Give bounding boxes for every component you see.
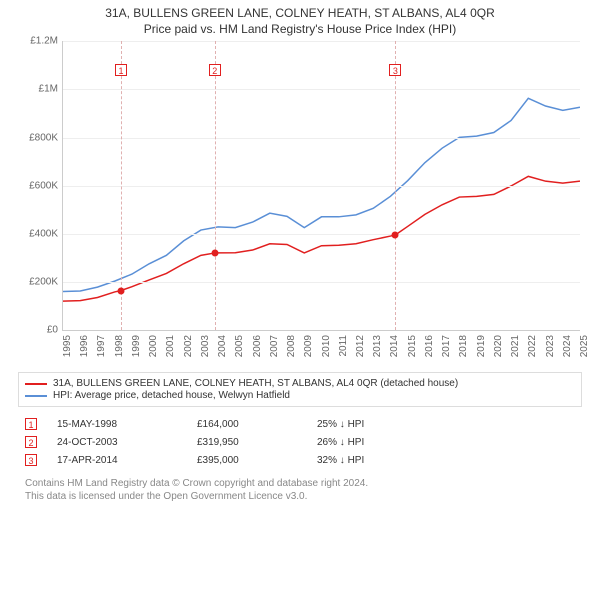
x-tick-label: 2005 bbox=[234, 335, 245, 357]
title-line-1: 31A, BULLENS GREEN LANE, COLNEY HEATH, S… bbox=[10, 6, 590, 22]
sale-marker-box: 2 bbox=[209, 64, 221, 76]
sales-row: 2 24-OCT-2003£319,95026% ↓ HPI bbox=[25, 433, 575, 451]
title-line-2: Price paid vs. HM Land Registry's House … bbox=[10, 22, 590, 38]
x-tick-label: 2004 bbox=[217, 335, 228, 357]
sales-date: 24-OCT-2003 bbox=[57, 437, 197, 448]
legend-label: 31A, BULLENS GREEN LANE, COLNEY HEATH, S… bbox=[53, 378, 458, 389]
sales-marker: 1 bbox=[25, 418, 37, 430]
chart-container: 31A, BULLENS GREEN LANE, COLNEY HEATH, S… bbox=[0, 0, 600, 513]
x-tick-label: 2002 bbox=[183, 335, 194, 357]
x-axis: 1995 1996 1997 1998 1999 2000 2001 2002 2003 2004… bbox=[62, 331, 580, 366]
legend-swatch bbox=[25, 395, 47, 397]
chart-title: 31A, BULLENS GREEN LANE, COLNEY HEATH, S… bbox=[10, 6, 590, 37]
x-tick-label: 2003 bbox=[200, 335, 211, 357]
y-tick-label: £800K bbox=[29, 132, 58, 143]
sale-dot bbox=[392, 232, 399, 239]
sales-price: £319,950 bbox=[197, 437, 317, 448]
x-tick-label: 2022 bbox=[527, 335, 538, 357]
x-tick-label: 2023 bbox=[545, 335, 556, 357]
x-tick-label: 2012 bbox=[355, 335, 366, 357]
y-axis: £0£200K£400K£600K£800K£1M£1.2M bbox=[20, 41, 62, 331]
x-tick-label: 2009 bbox=[303, 335, 314, 357]
y-tick-label: £200K bbox=[29, 277, 58, 288]
y-tick-label: £600K bbox=[29, 180, 58, 191]
x-tick-label: 2011 bbox=[338, 335, 349, 357]
x-tick-label: 2014 bbox=[389, 335, 400, 357]
gridline bbox=[63, 186, 580, 187]
footer-line-1: Contains HM Land Registry data © Crown c… bbox=[25, 477, 575, 490]
sales-price: £395,000 bbox=[197, 455, 317, 466]
series-hpi bbox=[63, 99, 580, 292]
sale-marker-box: 1 bbox=[115, 64, 127, 76]
x-tick-label: 2019 bbox=[476, 335, 487, 357]
sale-marker-box: 3 bbox=[389, 64, 401, 76]
x-tick-label: 2017 bbox=[441, 335, 452, 357]
x-tick-label: 2020 bbox=[493, 335, 504, 357]
x-tick-label: 2015 bbox=[407, 335, 418, 357]
x-tick-label: 2016 bbox=[424, 335, 435, 357]
x-tick-label: 1996 bbox=[79, 335, 90, 357]
x-tick-label: 2000 bbox=[148, 335, 159, 357]
y-tick-label: £400K bbox=[29, 228, 58, 239]
gridline bbox=[63, 138, 580, 139]
plot-body: 1 2 3 bbox=[62, 41, 580, 331]
sales-marker: 3 bbox=[25, 454, 37, 466]
y-tick-label: £0 bbox=[47, 325, 58, 336]
x-tick-label: 2024 bbox=[562, 335, 573, 357]
legend-row: HPI: Average price, detached house, Welw… bbox=[25, 390, 575, 401]
sales-hpi: 32% ↓ HPI bbox=[317, 455, 437, 466]
sales-row: 1 15-MAY-1998£164,00025% ↓ HPI bbox=[25, 415, 575, 433]
x-tick-label: 2008 bbox=[286, 335, 297, 357]
x-tick-label: 2007 bbox=[269, 335, 280, 357]
legend-label: HPI: Average price, detached house, Welw… bbox=[53, 390, 290, 401]
gridline bbox=[63, 41, 580, 42]
plot-area: £0£200K£400K£600K£800K£1M£1.2M 123 19951… bbox=[20, 41, 580, 366]
sales-date: 17-APR-2014 bbox=[57, 455, 197, 466]
gridline bbox=[63, 89, 580, 90]
x-tick-label: 1998 bbox=[114, 335, 125, 357]
x-tick-label: 1997 bbox=[96, 335, 107, 357]
sale-vline bbox=[215, 41, 216, 330]
footer: Contains HM Land Registry data © Crown c… bbox=[25, 477, 575, 503]
sales-hpi: 25% ↓ HPI bbox=[317, 419, 437, 430]
x-tick-label: 2001 bbox=[165, 335, 176, 357]
sales-hpi: 26% ↓ HPI bbox=[317, 437, 437, 448]
gridline bbox=[63, 234, 580, 235]
sale-dot bbox=[211, 250, 218, 257]
x-tick-label: 1999 bbox=[131, 335, 142, 357]
x-tick-label: 2025 bbox=[579, 335, 590, 357]
sales-table: 1 15-MAY-1998£164,00025% ↓ HPI 2 24-OCT-200… bbox=[25, 415, 575, 469]
legend-row: 31A, BULLENS GREEN LANE, COLNEY HEATH, S… bbox=[25, 378, 575, 389]
sale-dot bbox=[118, 287, 125, 294]
legend: 31A, BULLENS GREEN LANE, COLNEY HEATH, S… bbox=[18, 372, 582, 407]
sales-date: 15-MAY-1998 bbox=[57, 419, 197, 430]
gridline bbox=[63, 282, 580, 283]
sales-price: £164,000 bbox=[197, 419, 317, 430]
y-tick-label: £1M bbox=[39, 84, 58, 95]
legend-swatch bbox=[25, 383, 47, 385]
x-tick-label: 2021 bbox=[510, 335, 521, 357]
x-tick-label: 2013 bbox=[372, 335, 383, 357]
sales-row: 3 17-APR-2014£395,00032% ↓ HPI bbox=[25, 451, 575, 469]
x-tick-label: 2018 bbox=[458, 335, 469, 357]
y-tick-label: £1.2M bbox=[30, 36, 58, 47]
x-tick-label: 2010 bbox=[321, 335, 332, 357]
x-tick-label: 2006 bbox=[252, 335, 263, 357]
x-tick-label: 1995 bbox=[62, 335, 73, 357]
sales-marker: 2 bbox=[25, 436, 37, 448]
footer-line-2: This data is licensed under the Open Gov… bbox=[25, 490, 575, 503]
sale-vline bbox=[395, 41, 396, 330]
